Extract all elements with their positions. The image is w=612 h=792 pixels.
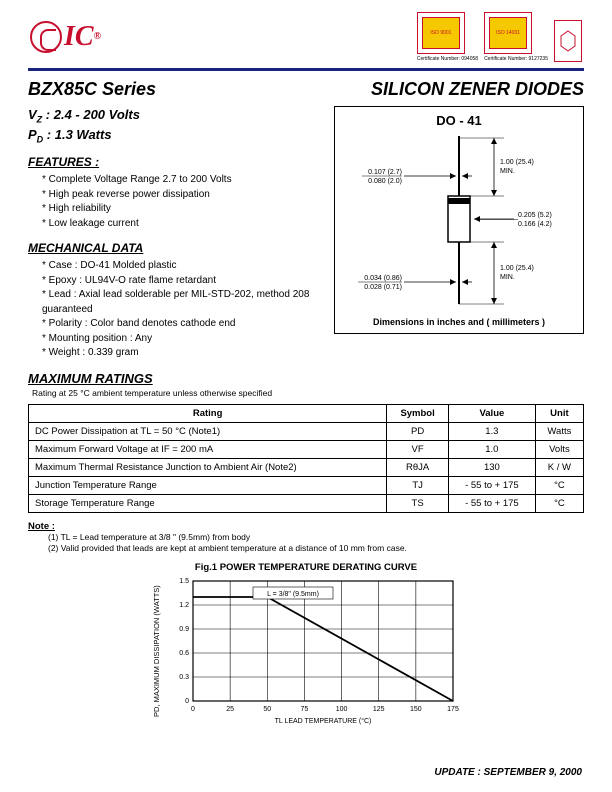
svg-text:50: 50 (263, 706, 271, 713)
table-cell: RθJA (387, 458, 449, 476)
certifications: ISO 9001 Certificate Number: 094058 ISO … (417, 12, 582, 62)
package-title: DO - 41 (335, 113, 583, 128)
mechanical-item: Case : DO-41 Molded plastic (42, 259, 324, 274)
table-row: Maximum Forward Voltage at IF = 200 mAVF… (29, 440, 584, 458)
table-cell: Volts (535, 440, 583, 458)
table-row: Storage Temperature RangeTS- 55 to + 175… (29, 494, 584, 512)
header-rule (28, 68, 584, 71)
table-header: Unit (535, 404, 583, 422)
table-cell: 1.3 (448, 422, 535, 440)
feature-item: Complete Voltage Range 2.7 to 200 Volts (42, 173, 324, 188)
table-cell: 130 (448, 458, 535, 476)
note-item: (2) Valid provided that leads are kept a… (48, 543, 584, 554)
product-title: SILICON ZENER DIODES (371, 79, 584, 100)
svg-text:100: 100 (335, 706, 347, 713)
table-cell: DC Power Dissipation at TL = 50 °C (Note… (29, 422, 387, 440)
svg-text:1.5: 1.5 (179, 578, 189, 585)
features-list: Complete Voltage Range 2.7 to 200 VoltsH… (28, 173, 324, 231)
table-cell: PD (387, 422, 449, 440)
package-footer: Dimensions in inches and ( millimeters ) (335, 317, 583, 327)
table-cell: TJ (387, 476, 449, 494)
feature-item: Low leakage current (42, 217, 324, 232)
table-cell: Maximum Forward Voltage at IF = 200 mA (29, 440, 387, 458)
ratings-heading: MAXIMUM RATINGS (28, 371, 584, 386)
table-header: Value (448, 404, 535, 422)
ratings-sub: Rating at 25 °C ambient temperature unle… (32, 388, 584, 398)
ratings-table: RatingSymbolValueUnit DC Power Dissipati… (28, 404, 584, 513)
package-drawing: DO - 41 0.107 (2.7) 0.080 (2.0) (334, 106, 584, 334)
table-cell: - 55 to + 175 (448, 476, 535, 494)
header: IC® ISO 9001 Certificate Number: 094058 … (0, 0, 612, 66)
feature-item: High reliability (42, 202, 324, 217)
svg-text:0.034 (0.86): 0.034 (0.86) (364, 275, 402, 282)
svg-text:0.166 (4.2): 0.166 (4.2) (518, 221, 552, 228)
table-cell: Watts (535, 422, 583, 440)
table-cell: VF (387, 440, 449, 458)
svg-text:MIN.: MIN. (500, 274, 515, 281)
cert-number-1: Certificate Number: 094058 (417, 56, 478, 62)
table-cell: TS (387, 494, 449, 512)
svg-text:75: 75 (300, 706, 308, 713)
mechanical-item: Mounting position : Any (42, 332, 324, 347)
table-cell: °C (535, 494, 583, 512)
svg-text:0: 0 (185, 698, 189, 705)
package-diagram-svg: 0.107 (2.7) 0.080 (2.0) 1.00 (25.4) MIN.… (344, 132, 574, 312)
mechanical-item: Polarity : Color band denotes cathode en… (42, 317, 324, 332)
table-cell: °C (535, 476, 583, 494)
table-header: Rating (29, 404, 387, 422)
svg-text:0.9: 0.9 (179, 626, 189, 633)
svg-text:0: 0 (191, 706, 195, 713)
spec-vz: VZ : 2.4 - 200 Volts (28, 106, 324, 126)
svg-text:0.028 (0.71): 0.028 (0.71) (364, 284, 402, 291)
svg-text:1.00 (25.4): 1.00 (25.4) (500, 159, 534, 166)
svg-text:1.00 (25.4): 1.00 (25.4) (500, 265, 534, 272)
note-body: (1) TL = Lead temperature at 3/8 " (9.5m… (28, 532, 584, 554)
svg-text:MIN.: MIN. (500, 168, 515, 175)
table-cell: Junction Temperature Range (29, 476, 387, 494)
svg-text:175: 175 (447, 706, 459, 713)
table-header: Symbol (387, 404, 449, 422)
chart-title: Fig.1 POWER TEMPERATURE DERATING CURVE (28, 562, 584, 573)
mechanical-item: Weight : 0.339 gram (42, 346, 324, 361)
table-row: Junction Temperature RangeTJ- 55 to + 17… (29, 476, 584, 494)
update-date: UPDATE : SEPTEMBER 9, 2000 (434, 767, 582, 778)
features-heading: FEATURES : (28, 155, 324, 169)
derating-chart: 0 25 50 75 100 125 150 175 0 0.3 0.6 0.9 1.2 1.5 L = 3… (161, 575, 461, 727)
note-item: (1) TL = Lead temperature at 3/8 " (9.5m… (48, 532, 584, 543)
cert-badge-iso9001: ISO 9001 (417, 12, 465, 54)
table-cell: K / W (535, 458, 583, 476)
logo-text: IC® (64, 21, 101, 53)
svg-text:0.6: 0.6 (179, 650, 189, 657)
dim-lead-dia-top: 0.107 (2.7) (368, 169, 402, 176)
dim-lead-dia-bot: 0.080 (2.0) (368, 178, 402, 185)
mechanical-heading: MECHANICAL DATA (28, 241, 324, 255)
svg-text:25: 25 (226, 706, 234, 713)
chart-ylabel: PD, MAXIMUM DISSIPATION (WATTS) (152, 575, 161, 727)
cert-number-2: Certificate Number: 9127235 (484, 56, 548, 62)
mechanical-item: Lead : Axial lead solderable per MIL-STD… (42, 288, 324, 317)
svg-text:L = 3/8" (9.5mm): L = 3/8" (9.5mm) (267, 591, 319, 598)
series-title: BZX85C Series (28, 79, 156, 100)
svg-text:150: 150 (410, 706, 422, 713)
mechanical-item: Epoxy : UL94V-O rate flame retardant (42, 274, 324, 289)
table-row: DC Power Dissipation at TL = 50 °C (Note… (29, 422, 584, 440)
spec-pd: PD : 1.3 Watts (28, 126, 324, 146)
svg-text:TL LEAD TEMPERATURE (°C): TL LEAD TEMPERATURE (°C) (274, 717, 371, 725)
table-cell: 1.0 (448, 440, 535, 458)
svg-text:0.205 (5.2): 0.205 (5.2) (518, 212, 552, 219)
logo-mark (30, 21, 62, 53)
logo: IC® (30, 21, 101, 53)
table-cell: Storage Temperature Range (29, 494, 387, 512)
feature-item: High peak reverse power dissipation (42, 188, 324, 203)
mechanical-list: Case : DO-41 Molded plasticEpoxy : UL94V… (28, 259, 324, 361)
cert-badge-ukas (554, 20, 582, 62)
cert-badge-iso14001: ISO 14001 (484, 12, 532, 54)
table-cell: Maximum Thermal Resistance Junction to A… (29, 458, 387, 476)
note-heading: Note : (28, 521, 584, 532)
svg-text:0.3: 0.3 (179, 674, 189, 681)
svg-text:125: 125 (372, 706, 384, 713)
svg-text:1.2: 1.2 (179, 602, 189, 609)
table-row: Maximum Thermal Resistance Junction to A… (29, 458, 584, 476)
table-cell: - 55 to + 175 (448, 494, 535, 512)
